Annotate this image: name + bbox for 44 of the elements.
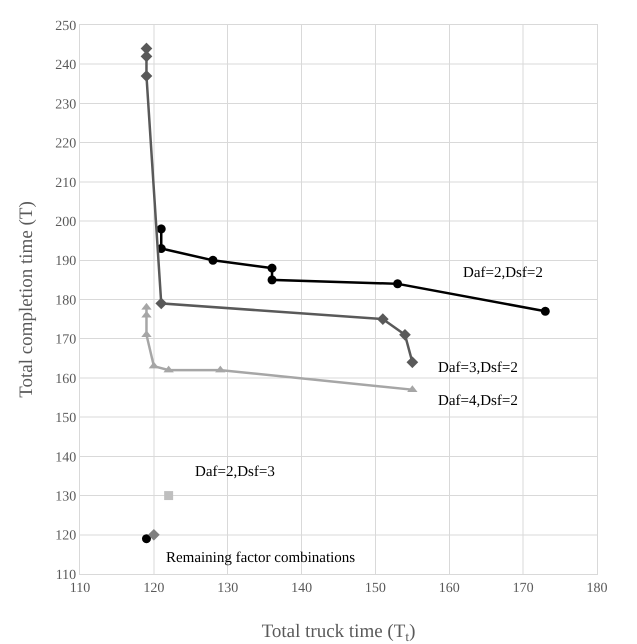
point bbox=[268, 275, 277, 284]
y-tick-label: 200 bbox=[55, 214, 76, 230]
point bbox=[155, 298, 168, 310]
y-tick-label: 170 bbox=[55, 332, 76, 348]
y-tick-label: 120 bbox=[55, 528, 76, 544]
series-label: Daf=4,Dsf=2 bbox=[438, 393, 518, 409]
y-tick-label: 160 bbox=[55, 372, 76, 387]
point bbox=[540, 306, 550, 316]
series-label: Daf=3,Dsf=2 bbox=[438, 360, 518, 376]
y-tick-label: 190 bbox=[55, 254, 76, 270]
y-tick-label: 140 bbox=[55, 450, 76, 466]
y-axis-title: Total completion time (T) bbox=[16, 201, 37, 398]
point bbox=[208, 256, 218, 265]
x-tick-label: 170 bbox=[512, 580, 534, 596]
x-tick-label: 150 bbox=[364, 580, 386, 596]
y-tick-label: 230 bbox=[55, 97, 76, 112]
y-tick-label: 130 bbox=[55, 489, 76, 504]
point bbox=[268, 264, 277, 273]
point bbox=[399, 328, 411, 341]
x-tick-label: 120 bbox=[143, 580, 164, 596]
x-tick-label: 180 bbox=[586, 580, 608, 596]
y-tick-label: 180 bbox=[55, 293, 76, 308]
x-tick-label: 140 bbox=[291, 580, 312, 596]
point bbox=[393, 279, 402, 288]
point bbox=[140, 70, 152, 82]
point bbox=[148, 528, 160, 541]
series-label: Daf=2,Dsf=2 bbox=[463, 265, 543, 281]
x-tick-label: 160 bbox=[438, 580, 460, 596]
y-tick-label: 210 bbox=[55, 176, 76, 191]
point bbox=[164, 491, 174, 500]
y-tick-label: 220 bbox=[55, 136, 76, 152]
y-tick-label: 240 bbox=[55, 58, 76, 74]
point bbox=[376, 313, 389, 325]
x-tick-label: 110 bbox=[70, 580, 90, 596]
series-label: Daf=2,Dsf=3 bbox=[195, 464, 275, 480]
y-tick-label: 250 bbox=[55, 18, 76, 34]
point bbox=[406, 356, 418, 368]
x-tick-label: 130 bbox=[217, 580, 238, 596]
x-axis-title: Total truck time (T$_{t}$) bbox=[262, 621, 416, 644]
point bbox=[156, 224, 166, 234]
series-label: Remaining factor combinations bbox=[166, 550, 356, 566]
y-tick-label: 110 bbox=[56, 568, 76, 583]
point bbox=[142, 534, 151, 544]
y-tick-label: 150 bbox=[55, 411, 76, 426]
